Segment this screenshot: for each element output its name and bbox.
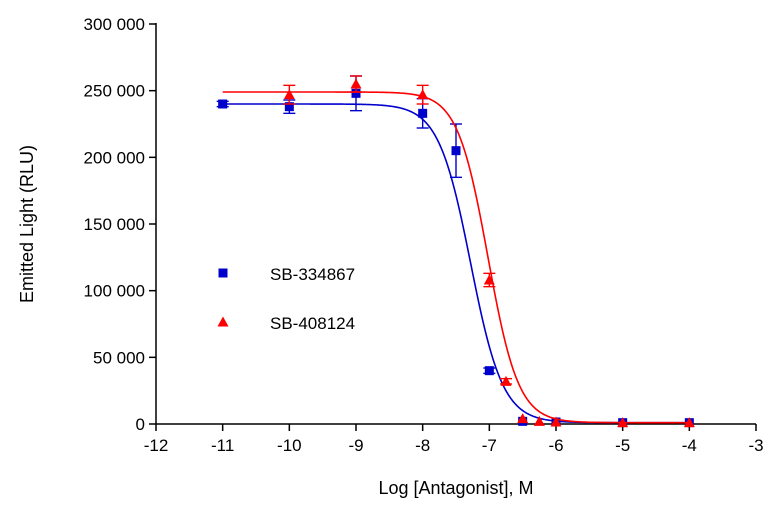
y-axis-ticks: 0 50 000 100 000 150 000 200 000 250 000 300 0… <box>84 15 156 434</box>
fit-curve-sb-408124 <box>222 91 688 424</box>
axes: -12 -11 -10 -9 -8 -7 -6 -5 -4 -3 0 50 000 100 000 15… <box>84 15 764 455</box>
y-tick-label: 200 000 <box>84 148 145 167</box>
data-point-sb-334867 <box>484 366 494 376</box>
legend-marker-sb-408124 <box>217 316 229 327</box>
x-tick-label: -10 <box>277 436 302 455</box>
x-axis-ticks: -12 -11 -10 -9 -8 -7 -6 -5 -4 -3 <box>144 424 764 455</box>
legend-marker-shape <box>217 316 229 327</box>
y-tick-label: 250 000 <box>84 82 145 101</box>
legend: SB-334867 SB-408124 <box>217 265 355 333</box>
x-tick-label: -4 <box>682 436 697 455</box>
x-tick-label: -8 <box>415 436 430 455</box>
data-point-sb-334867 <box>284 102 294 112</box>
data-point-sb-408124 <box>533 415 545 426</box>
legend-marker-shape <box>218 268 228 278</box>
data-point-sb-408124 <box>517 413 529 424</box>
data-point-sb-408124 <box>617 417 629 428</box>
y-tick-label: 0 <box>136 415 145 434</box>
data-point-sb-408124 <box>683 417 695 428</box>
data-point-sb-408124 <box>417 89 429 100</box>
data-point-sb-334867 <box>218 99 228 109</box>
y-tick-label: 300 000 <box>84 15 145 34</box>
x-tick-label: -3 <box>748 436 763 455</box>
y-axis-title: Emitted Light (RLU) <box>17 145 37 303</box>
legend-label-sb-408124: SB-408124 <box>270 314 355 333</box>
x-tick-label: -9 <box>348 436 363 455</box>
x-tick-label: -7 <box>482 436 497 455</box>
data-point-sb-408124 <box>500 375 512 386</box>
series-sb-408124 <box>222 75 695 428</box>
data-point-sb-408124 <box>483 274 495 285</box>
plot-area <box>216 75 695 428</box>
x-axis-title: Log [Antagonist], M <box>378 478 533 498</box>
legend-marker-sb-334867 <box>218 268 228 278</box>
series-sb-334867 <box>216 75 694 428</box>
data-point-sb-334867 <box>351 88 361 98</box>
legend-label-sb-334867: SB-334867 <box>270 265 355 284</box>
data-point-sb-408124 <box>350 78 362 89</box>
data-point-sb-408124 <box>550 416 562 427</box>
x-tick-label: -11 <box>211 436 234 455</box>
y-tick-label: 50 000 <box>93 348 145 367</box>
x-tick-label: -6 <box>548 436 563 455</box>
x-tick-label: -5 <box>615 436 630 455</box>
data-point-sb-334867 <box>418 108 428 118</box>
data-point-sb-408124 <box>283 89 295 100</box>
x-tick-label: -12 <box>144 436 169 455</box>
y-tick-label: 150 000 <box>84 215 145 234</box>
data-point-sb-334867 <box>451 146 461 156</box>
y-tick-label: 100 000 <box>84 282 145 301</box>
